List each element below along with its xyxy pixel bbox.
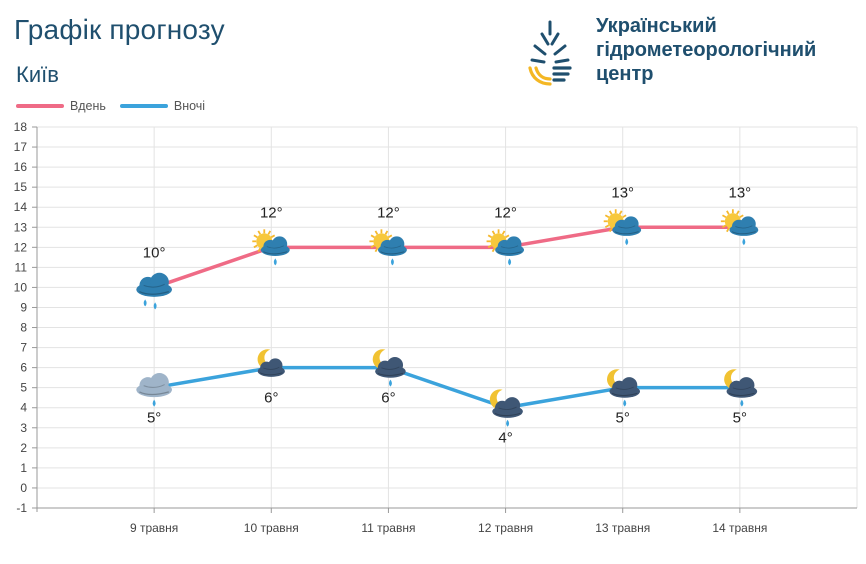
raindrop-shape — [625, 238, 629, 246]
cloud-shape — [257, 358, 285, 377]
uhmc-logo-icon — [528, 18, 572, 86]
legend-swatch-night — [119, 104, 168, 108]
night-temperature-line — [153, 365, 740, 410]
y-tick-label: 7 — [20, 341, 27, 355]
legend-label-night: Вночі — [173, 99, 206, 113]
y-tick-label: 17 — [14, 140, 28, 154]
cloud-shape — [377, 236, 407, 256]
cloud-shape — [375, 357, 406, 378]
cloud-shape — [136, 372, 172, 398]
y-tick-label: 12 — [14, 240, 28, 254]
raindrop-shape — [623, 399, 627, 407]
cloud-shape — [260, 236, 290, 256]
y-tick-label: 14 — [14, 200, 28, 214]
y-tick-label: 6 — [20, 361, 27, 375]
cloud-shape — [612, 216, 642, 236]
raindrop-shape — [742, 238, 746, 246]
raindrop-shape — [143, 299, 147, 307]
legend-swatch-day — [16, 104, 64, 108]
sun-cloud-rain-icon — [252, 229, 290, 266]
cloud-shape — [609, 377, 641, 398]
org-name-line-1: Український — [596, 15, 717, 37]
organization-name: Український гідрометеорологічний центр — [596, 14, 816, 86]
day-temp-label: 13° — [729, 184, 752, 201]
moon-shape — [724, 369, 742, 390]
y-tick-label: 18 — [14, 120, 28, 134]
moon-shape — [372, 349, 391, 370]
y-tick-label: 11 — [15, 260, 28, 274]
y-tick-label: 9 — [20, 300, 27, 314]
org-name-line-3: центр — [596, 63, 654, 85]
legend-label-day: Вдень — [70, 99, 106, 113]
x-tick-label: 9 травня — [130, 521, 178, 535]
raindrop-shape — [153, 302, 157, 310]
x-tick-label: 13 травня — [595, 521, 650, 535]
city-name: Київ — [16, 62, 59, 87]
org-name-line-2: гідрометеорологічний — [596, 39, 817, 61]
night-temp-label: 5° — [616, 410, 630, 427]
y-tick-label: 1 — [20, 461, 27, 475]
moon-shape — [607, 369, 625, 390]
y-tick-label: 5 — [20, 381, 27, 395]
night-temp-label: 5° — [147, 410, 161, 427]
raindrop-shape — [390, 258, 394, 266]
raindrop-shape — [740, 399, 744, 407]
legend-item-day[interactable]: Вдень — [16, 99, 106, 113]
day-temp-label: 13° — [611, 184, 634, 201]
x-tick-label: 14 травня — [712, 521, 767, 535]
y-tick-label: 16 — [14, 160, 28, 174]
moon-cloud-icon — [257, 349, 285, 377]
raindrop-shape — [273, 258, 277, 266]
moon-cloud-rain-icon — [724, 369, 758, 407]
raindrop-shape — [508, 258, 512, 266]
chart-legend: Вдень Вночі — [16, 99, 219, 113]
y-tick-label: 0 — [20, 481, 27, 495]
moon-cloud-rain-icon — [489, 389, 523, 427]
page-title: Графік прогнозу — [14, 14, 225, 45]
cloud-shape — [726, 377, 758, 398]
day-temp-label: 10° — [143, 244, 166, 261]
y-tick-label: 13 — [14, 220, 28, 234]
cloud-shape — [492, 397, 523, 418]
y-tick-label: 3 — [20, 421, 27, 435]
cloud-shape — [729, 216, 759, 236]
x-tick-label: 12 травня — [478, 521, 533, 535]
raindrop-shape — [388, 379, 392, 387]
moon-cloud-rain-icon — [607, 369, 641, 407]
rain-cloud-icon — [136, 272, 172, 310]
day-temp-label: 12° — [494, 204, 517, 221]
day-temperature-line — [153, 225, 740, 290]
day-temp-label: 12° — [377, 204, 400, 221]
y-tick-label: 4 — [20, 401, 27, 415]
cloud-shape — [495, 236, 525, 256]
x-tick-label: 11 травня — [361, 521, 415, 535]
moon-cloud-rain-icon — [372, 349, 406, 387]
night-temp-label: 5° — [733, 410, 747, 427]
day-temp-label: 12° — [260, 204, 283, 221]
y-tick-label: 10 — [14, 280, 28, 294]
y-tick-label: 2 — [20, 441, 27, 455]
y-tick-label: 15 — [14, 180, 28, 194]
legend-item-night[interactable]: Вночі — [119, 99, 206, 113]
sun-cloud-rain-icon — [720, 209, 759, 246]
x-tick-label: 10 травня — [244, 521, 299, 535]
night-temp-label: 6° — [381, 390, 395, 407]
cloud-shape — [136, 272, 172, 297]
night-temp-label: 4° — [498, 430, 512, 447]
sun-cloud-rain-icon — [369, 229, 407, 266]
sun-cloud-rain-icon — [603, 209, 642, 246]
sun-cloud-rain-icon — [486, 229, 525, 266]
moon-shape — [489, 389, 508, 410]
y-tick-label: -1 — [16, 501, 27, 515]
raindrop-shape — [152, 399, 156, 407]
grey-cloud-rain-icon — [136, 372, 172, 407]
night-temp-label: 6° — [264, 390, 278, 407]
y-tick-label: 8 — [20, 321, 27, 335]
raindrop-shape — [506, 419, 510, 427]
